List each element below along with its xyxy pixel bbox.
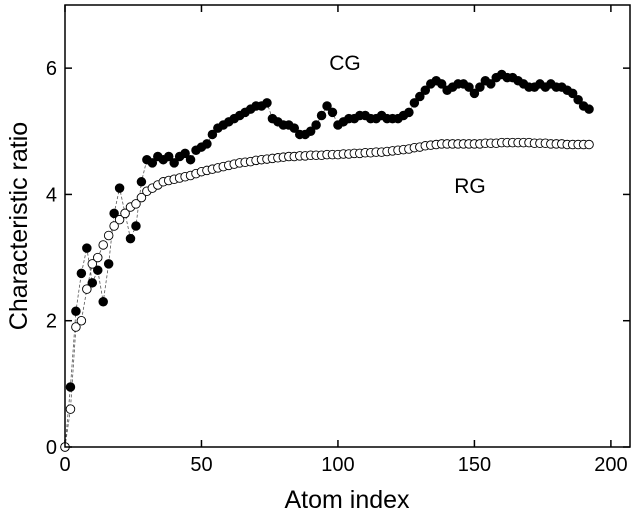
filled-marker <box>262 98 272 108</box>
filled-marker <box>71 306 81 316</box>
open-marker <box>93 252 103 263</box>
filled-marker <box>169 158 179 168</box>
filled-marker <box>76 268 87 279</box>
filled-marker <box>327 107 338 118</box>
filled-marker <box>409 98 420 108</box>
filled-marker <box>305 126 316 137</box>
filled-marker <box>316 110 327 121</box>
plot-frame <box>64 4 631 448</box>
filled-marker <box>163 151 174 162</box>
filled-marker <box>82 243 92 253</box>
filled-marker <box>93 265 103 275</box>
filled-marker <box>202 139 212 149</box>
x-tick-label: 200 <box>594 454 627 476</box>
open-marker <box>109 221 119 231</box>
filled-marker <box>475 82 485 92</box>
filled-marker <box>147 158 158 168</box>
filled-marker <box>185 154 196 165</box>
filled-marker <box>289 123 300 133</box>
filled-marker <box>87 278 98 288</box>
open-marker <box>131 199 141 209</box>
filled-marker <box>322 101 332 111</box>
open-marker <box>114 214 125 225</box>
filled-marker <box>65 382 76 392</box>
series-line <box>64 73 590 448</box>
open-marker <box>98 240 108 250</box>
y-axis-title: Characteristic ratio <box>5 122 33 330</box>
x-tick-label: 0 <box>59 454 70 476</box>
filled-marker <box>98 297 108 307</box>
filled-marker <box>131 221 141 231</box>
y-tick-label: 4 <box>46 184 57 206</box>
x-axis-title: Atom index <box>284 486 410 514</box>
filled-marker <box>436 79 447 89</box>
filled-marker <box>469 88 480 99</box>
x-tick-label: 150 <box>458 454 491 476</box>
filled-marker <box>103 259 114 269</box>
filled-marker <box>486 79 496 89</box>
x-tick-label: 100 <box>321 454 354 476</box>
open-marker <box>65 404 76 414</box>
annotation: CG <box>329 52 361 75</box>
open-marker <box>82 284 92 294</box>
open-marker <box>71 322 81 332</box>
filled-marker <box>567 88 578 99</box>
y-tick-label: 0 <box>46 437 57 459</box>
filled-marker <box>420 85 431 95</box>
filled-marker <box>573 94 583 105</box>
annotation: RG <box>454 175 486 198</box>
open-marker <box>87 259 98 269</box>
filled-marker <box>584 104 594 114</box>
filled-marker <box>207 129 218 140</box>
open-marker <box>120 208 130 219</box>
open-marker <box>136 192 147 203</box>
x-tick-label: 50 <box>190 454 212 476</box>
filled-marker <box>415 91 425 102</box>
filled-marker <box>109 208 119 219</box>
open-marker <box>76 315 87 326</box>
filled-marker <box>464 82 474 92</box>
filled-marker <box>114 183 125 193</box>
filled-marker <box>404 107 414 118</box>
filled-marker <box>125 233 136 244</box>
filled-marker <box>180 148 190 159</box>
y-tick-label: 2 <box>46 311 57 333</box>
open-marker <box>103 230 114 241</box>
filled-marker <box>136 177 147 187</box>
filled-marker <box>311 120 321 130</box>
open-marker <box>584 139 594 150</box>
y-tick-label: 6 <box>46 58 57 80</box>
